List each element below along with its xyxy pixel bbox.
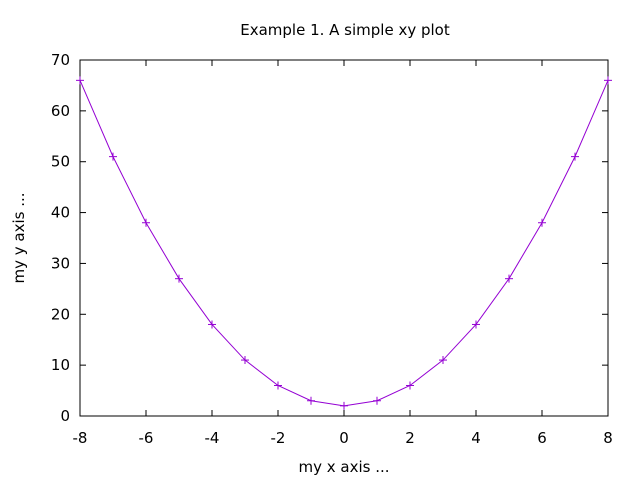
y-axis-label: my y axis ... (10, 192, 28, 283)
x-tick-label: -4 (205, 429, 220, 447)
data-point (406, 381, 414, 390)
x-tick-label: -6 (139, 429, 154, 447)
x-tick-label: 6 (537, 429, 547, 447)
y-tick-label: 70 (51, 51, 70, 69)
series-layer (76, 76, 612, 410)
x-tick-label: 0 (339, 429, 349, 447)
data-point (241, 356, 249, 365)
x-tick-label: 4 (471, 429, 481, 447)
plot-frame (79, 59, 609, 417)
x-tick-label: 2 (405, 429, 415, 447)
y-tick-label: 40 (51, 204, 70, 222)
y-tick-label: 0 (60, 407, 70, 425)
data-point (604, 76, 612, 85)
data-point (538, 218, 546, 227)
y-tick-label: 50 (51, 153, 70, 171)
y-tick-label: 30 (51, 254, 70, 272)
data-point (373, 396, 381, 405)
chart-title: Example 1. A simple xy plot (240, 21, 450, 39)
x-tick-label: -8 (73, 429, 88, 447)
data-point (340, 401, 348, 410)
y-tick-label: 10 (51, 356, 70, 374)
data-point (175, 274, 183, 283)
x-tick-label: 8 (603, 429, 613, 447)
x-axis-label: my x axis ... (298, 458, 389, 476)
axis-ticks: -8 -6 -4 -2 0 2 4 6 8 0 10 20 30 40 50 60 70 (51, 51, 613, 447)
y-tick-label: 60 (51, 102, 70, 120)
x-tick-label: -2 (271, 429, 286, 447)
data-point (307, 396, 315, 405)
y-tick-label: 20 (51, 305, 70, 323)
data-point (142, 218, 150, 227)
data-point (76, 76, 84, 85)
data-point (274, 381, 282, 390)
data-point (505, 274, 513, 283)
series-line (79, 80, 609, 407)
data-point (208, 320, 216, 329)
data-point (109, 152, 117, 161)
data-point (472, 320, 480, 329)
data-point (571, 152, 579, 161)
data-point (439, 356, 447, 365)
